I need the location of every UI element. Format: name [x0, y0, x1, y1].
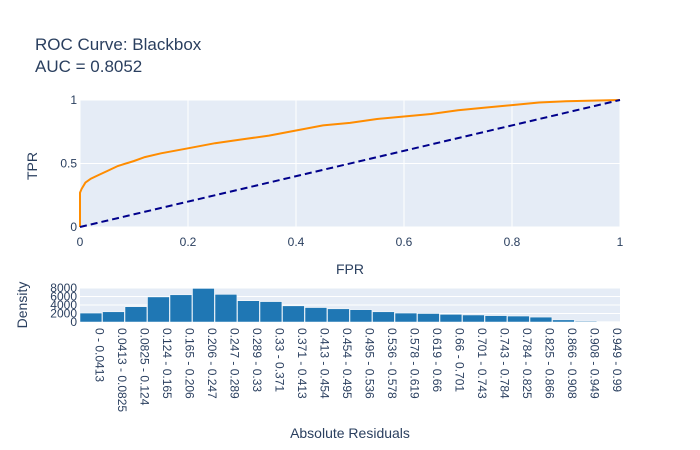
- histogram-bar: [394, 312, 418, 323]
- histogram-bar: [439, 314, 463, 323]
- roc-curve-line: [79, 99, 621, 227]
- roc-lines: [79, 99, 621, 228]
- histogram-x-tick-label: 0.949 - 0.99: [610, 328, 624, 392]
- histogram-bar: [124, 306, 148, 323]
- histogram-bar: [192, 288, 215, 323]
- roc-x-tick-label: 0.8: [504, 235, 521, 249]
- histogram-y-tick-label: 8000: [50, 281, 77, 295]
- histogram-bar: [372, 311, 395, 323]
- histogram-bar: [417, 313, 440, 323]
- histogram-x-tick-label: 0.33 - 0.371: [272, 328, 286, 392]
- random-baseline-line: [79, 99, 621, 228]
- histogram-x-tick-label: 0.908 - 0.949: [587, 328, 601, 399]
- histogram-bar: [507, 315, 530, 323]
- histogram-bar: [462, 314, 485, 323]
- histogram-y-axis-title: Density: [14, 282, 30, 329]
- roc-x-tick-label: 0: [77, 235, 84, 249]
- histogram-x-tick-label: 0.124 - 0.165: [160, 328, 174, 399]
- histogram-bar: [529, 316, 553, 323]
- histogram-x-axis-title: Absolute Residuals: [290, 425, 410, 441]
- roc-y-axis-title: TPR: [24, 152, 40, 180]
- histogram-x-tick-label: 0.825 - 0.866: [542, 328, 556, 399]
- histogram-x-tick-label: 0.743 - 0.784: [497, 328, 511, 399]
- roc-y-ticks: 00.51: [60, 93, 77, 234]
- roc-y-tick-label: 0.5: [60, 157, 77, 171]
- roc-x-tick-label: 0.4: [288, 235, 305, 249]
- histogram-bar: [574, 320, 598, 323]
- histogram-bar: [282, 305, 305, 323]
- histogram-x-tick-label: 0.784 - 0.825: [520, 328, 534, 399]
- histogram-bar: [214, 294, 238, 323]
- roc-y-tick-label: 1: [70, 93, 77, 107]
- roc-x-tick-label: 0.6: [396, 235, 413, 249]
- histogram-bar: [237, 300, 260, 323]
- histogram-x-tick-label: 0.0825 - 0.124: [137, 328, 151, 406]
- histogram-bar: [169, 294, 193, 323]
- histogram-bar: [327, 308, 350, 323]
- roc-x-ticks: 0 0.2 0.4 0.6 0.8 1: [77, 235, 624, 249]
- histogram-bar: [259, 301, 283, 323]
- roc-y-tick-label: 0: [70, 220, 77, 234]
- histogram-x-tick-label: 0.701 - 0.743: [475, 328, 489, 399]
- roc-x-tick-label: 0.2: [180, 235, 197, 249]
- histogram-x-tick-label: 0.413 - 0.454: [317, 328, 331, 399]
- histogram-bar: [79, 312, 103, 323]
- histogram-bar: [484, 315, 508, 323]
- histogram-y-tick-label: 4000: [50, 298, 77, 312]
- histogram-x-tick-label: 0.578 - 0.619: [407, 328, 421, 399]
- histogram-x-tick-label: 0.165 - 0.206: [182, 328, 196, 399]
- histogram-x-tick-label: 0.371 - 0.413: [295, 328, 309, 399]
- histogram-x-ticks: 0 - 0.0413 0.0413 - 0.0825 0.0825 - 0.124 0…: [92, 328, 624, 412]
- histogram-x-tick-label: 0 - 0.0413: [92, 328, 106, 382]
- histogram-x-tick-label: 0.495 - 0.536: [362, 328, 376, 399]
- histogram-x-tick-label: 0.536 - 0.578: [385, 328, 399, 399]
- roc-x-tick-label: 1: [617, 235, 624, 249]
- histogram-x-tick-label: 0.289 - 0.33: [250, 328, 264, 392]
- roc-grid: [79, 99, 621, 228]
- histogram-x-tick-label: 0.866 - 0.908: [565, 328, 579, 399]
- histogram-bar: [304, 307, 328, 323]
- histogram-bar: [349, 309, 373, 323]
- chart-title-line2: AUC = 0.8052: [35, 57, 142, 76]
- histogram-x-tick-label: 0.619 - 0.66: [430, 328, 444, 392]
- histogram-y-tick-label: 2000: [50, 307, 77, 321]
- histogram-bar: [552, 319, 575, 323]
- histogram-y-tick-label: 0: [70, 315, 77, 329]
- histogram-x-tick-label: 0.247 - 0.289: [227, 328, 241, 399]
- histogram-y-tick-label: 6000: [50, 290, 77, 304]
- histogram-bar: [102, 311, 125, 323]
- histogram-x-tick-label: 0.206 - 0.247: [205, 328, 219, 399]
- histogram-bars: [79, 288, 620, 323]
- histogram-x-tick-label: 0.454 - 0.495: [340, 328, 354, 399]
- roc-x-axis-title: FPR: [336, 261, 364, 277]
- histogram-x-tick-label: 0.66 - 0.701: [452, 328, 466, 392]
- chart-title-line1: ROC Curve: Blackbox: [35, 35, 202, 54]
- histogram-bar: [147, 296, 170, 323]
- histogram-x-tick-label: 0.0413 - 0.0825: [115, 328, 129, 412]
